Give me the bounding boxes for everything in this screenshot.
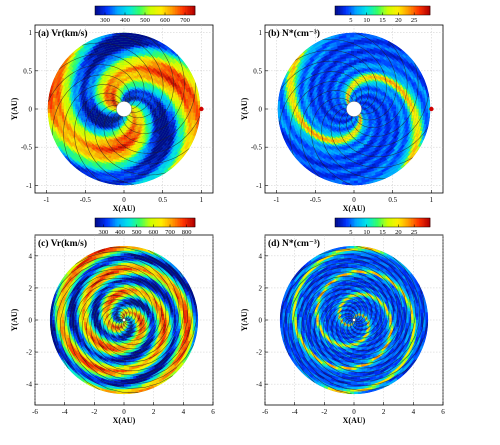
x-tick-label: 6: [441, 408, 445, 416]
inner-boundary: [352, 318, 356, 322]
field-lines-b: [278, 32, 430, 186]
inner-boundary: [122, 318, 126, 322]
x-tick-label: -4: [62, 408, 68, 416]
panel-title: (d) N*(cm⁻³): [268, 238, 320, 249]
y-axis-label: Y(AU): [240, 97, 249, 120]
colorbar-tick-label: 15: [379, 229, 386, 236]
y-axis-label: Y(AU): [10, 308, 19, 331]
colorbar-c: 300 400 500 600 700 800: [94, 217, 196, 236]
panel-title: (b) N*(cm⁻³): [268, 28, 320, 39]
colorbar-tick-label: 800: [182, 229, 192, 236]
y-tick-label: -1: [256, 182, 262, 190]
x-axis-label: X(AU): [113, 204, 136, 213]
y-tick-label: 4: [259, 252, 263, 260]
x-tick-label: 4: [182, 408, 186, 416]
x-tick-label: -0.5: [310, 196, 322, 204]
x-tick-label: 1: [200, 196, 204, 204]
colorbar-tick-label: 700: [165, 229, 175, 236]
colorbar-tick-label: 10: [363, 17, 370, 24]
colorbar-a: 300 400 500 600 700: [94, 5, 196, 24]
x-axis-label: X(AU): [113, 416, 136, 425]
colorbar-tick-label: 5: [349, 17, 352, 24]
y-tick-label: 2: [29, 284, 33, 292]
earth-marker: [429, 106, 434, 112]
inner-boundary: [116, 101, 132, 117]
x-tick-label: 0: [352, 196, 356, 204]
y-tick-label: -0.5: [251, 144, 263, 152]
colorbar-tick-label: 20: [395, 229, 402, 236]
panel-a: -1 -0.5 0 0.5 1 -1 -0.5 0 0.5 1 X(AU) Y(AU) (a) Vr(k…: [10, 5, 214, 213]
colorbar-tick-label: 5: [349, 229, 352, 236]
colorbar-b: 5 10 15 20 25: [334, 5, 431, 24]
x-tick-label: 0.5: [388, 196, 397, 204]
panel-b: -1 -0.5 0 0.5 1 -1 -0.5 0 0.5 1 X(AU) Y(AU) (b) N*(c…: [240, 5, 444, 213]
colorbar-tick-label: 25: [411, 17, 418, 24]
x-axis-label: X(AU): [343, 416, 366, 425]
panel-title: (a) Vr(km/s): [38, 28, 88, 39]
y-axis-label: Y(AU): [240, 308, 249, 331]
x-axis-label: X(AU): [343, 204, 366, 213]
panel-title: (c) Vr(km/s): [38, 238, 87, 249]
y-tick-label: 4: [29, 252, 33, 260]
colorbar-tick-label: 500: [140, 17, 150, 24]
x-tick-label: -0.5: [80, 196, 92, 204]
x-tick-label: 4: [412, 408, 416, 416]
y-tick-label: -2: [256, 349, 262, 357]
colorbar-tick-label: 15: [379, 17, 386, 24]
panel-c: -6 -4 -2 0 2 4 6 -4 -2 0 2 4 X(AU) Y(AU) (c) Vr(km/s) 3…: [10, 217, 215, 425]
colorbar-tick-label: 300: [100, 17, 110, 24]
y-tick-label: -4: [256, 381, 262, 389]
colorbar-tick-label: 400: [120, 17, 130, 24]
colorbar-tick-label: 500: [132, 229, 142, 236]
field-lines-c: [51, 247, 197, 393]
x-tick-label: 2: [382, 408, 386, 416]
x-tick-label: -4: [292, 408, 298, 416]
x-tick-label: 0: [352, 408, 356, 416]
y-tick-label: -1: [26, 182, 32, 190]
colorbar-tick-label: 20: [395, 17, 402, 24]
x-tick-label: -2: [321, 408, 327, 416]
y-tick-label: 2: [259, 284, 263, 292]
x-tick-label: -1: [44, 196, 50, 204]
y-tick-label: 0: [29, 106, 33, 114]
y-tick-label: -0.5: [21, 144, 33, 152]
y-tick-label: -4: [26, 381, 32, 389]
colorbar-tick-label: 300: [98, 229, 108, 236]
y-tick-label: 1: [259, 29, 263, 37]
colorbar-tick-label: 10: [363, 229, 370, 236]
panel-d: -6 -4 -2 0 2 4 6 -4 -2 0 2 4 X(AU) Y(AU) (d) N*(cm⁻³) 5…: [240, 217, 445, 425]
field-lines-d: [279, 245, 429, 395]
x-tick-label: 0: [122, 408, 126, 416]
x-tick-label: 1: [430, 196, 434, 204]
colorbar-tick-label: 25: [411, 229, 418, 236]
earth-marker: [199, 106, 204, 112]
colorbar-tick-label: 700: [180, 17, 190, 24]
y-tick-label: 0.5: [23, 67, 32, 75]
colorbar-tick-label: 600: [148, 229, 158, 236]
x-tick-label: -1: [274, 196, 280, 204]
y-tick-label: 0: [29, 317, 33, 325]
field-lines-a: [47, 33, 201, 185]
y-tick-label: 0.5: [253, 67, 262, 75]
y-axis-label: Y(AU): [10, 97, 19, 120]
x-tick-label: 0.5: [158, 196, 167, 204]
x-tick-label: -6: [262, 408, 268, 416]
y-tick-label: 0: [259, 317, 263, 325]
x-tick-label: 2: [152, 408, 156, 416]
x-tick-label: 6: [211, 408, 215, 416]
y-tick-label: 1: [29, 29, 33, 37]
colorbar-tick-label: 600: [160, 17, 170, 24]
y-tick-label: -2: [26, 349, 32, 357]
colorbar-tick-label: 400: [115, 229, 125, 236]
y-tick-label: 0: [259, 106, 263, 114]
x-tick-label: 0: [122, 196, 126, 204]
colorbar-d: 5 10 15 20 25: [334, 217, 431, 236]
x-tick-label: -2: [91, 408, 97, 416]
x-tick-label: -6: [32, 408, 38, 416]
inner-boundary: [346, 101, 362, 117]
